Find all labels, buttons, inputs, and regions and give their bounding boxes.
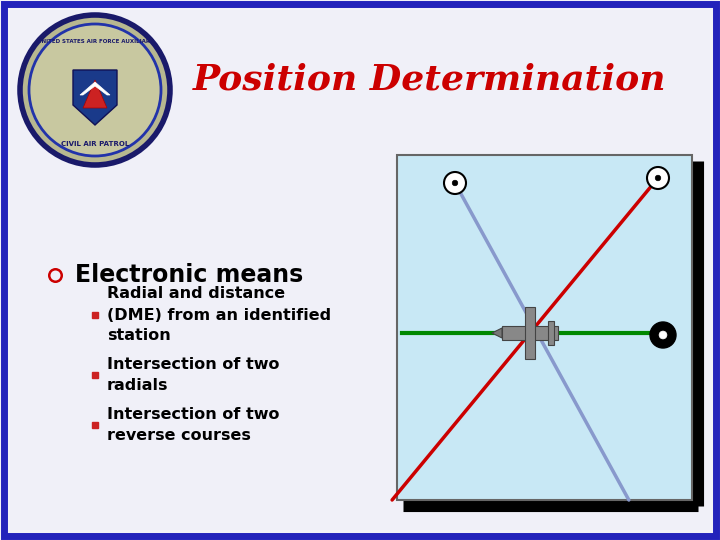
Text: Electronic means: Electronic means <box>75 263 303 287</box>
Circle shape <box>647 167 669 189</box>
Polygon shape <box>80 82 110 95</box>
Bar <box>397 155 692 500</box>
Circle shape <box>655 176 661 181</box>
Text: Intersection of two
reverse courses: Intersection of two reverse courses <box>107 407 279 443</box>
Circle shape <box>650 322 676 348</box>
Text: CIVIL AIR PATROL: CIVIL AIR PATROL <box>61 141 129 147</box>
Text: Position Determination: Position Determination <box>193 63 667 97</box>
Text: UNITED STATES AIR FORCE AUXILIARY: UNITED STATES AIR FORCE AUXILIARY <box>37 39 153 44</box>
Circle shape <box>20 15 170 165</box>
Polygon shape <box>73 70 117 125</box>
Bar <box>525 307 535 359</box>
Bar <box>548 321 554 345</box>
Text: Radial and distance
(DME) from an identified
station: Radial and distance (DME) from an identi… <box>107 287 331 343</box>
Bar <box>502 326 558 340</box>
Circle shape <box>29 24 161 156</box>
Circle shape <box>659 331 667 339</box>
Circle shape <box>452 180 458 186</box>
Circle shape <box>444 172 466 194</box>
Polygon shape <box>492 328 502 338</box>
Polygon shape <box>83 80 107 108</box>
Text: Intersection of two
radials: Intersection of two radials <box>107 357 279 393</box>
